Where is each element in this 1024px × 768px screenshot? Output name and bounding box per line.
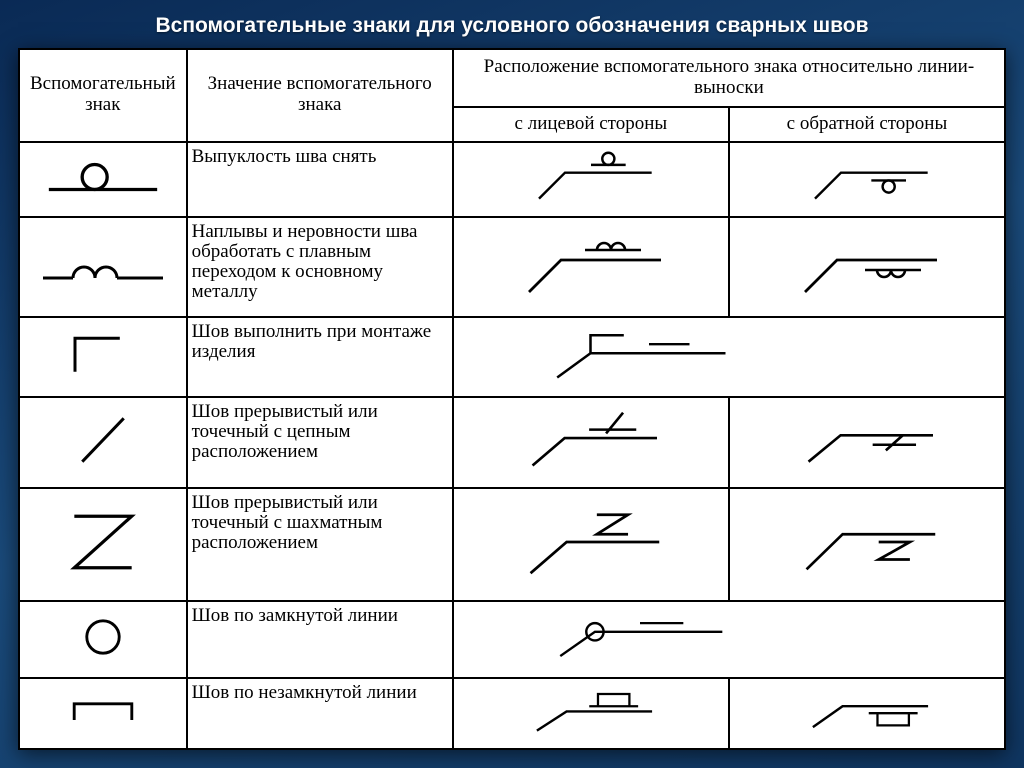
aux-sign-closed (19, 601, 187, 678)
aux-sign-staggered (19, 488, 187, 601)
closed-icon (53, 610, 153, 664)
leader-rev-smooth-icon (787, 230, 947, 300)
leader-face-staggered-icon (511, 503, 671, 581)
loc-face (453, 488, 729, 601)
leader-rev-chain-icon (787, 407, 947, 473)
open-icon (43, 693, 163, 729)
page-title: Вспомогательные знаки для условного обоз… (0, 0, 1024, 48)
site-icon (43, 327, 163, 383)
table-row: Шов по замкнутой линии (19, 601, 1005, 678)
meaning-cell: Наплывы и неровности шва обработать с пл… (187, 217, 453, 318)
header-row-1: Вспомогательный знак Значение вспомогате… (19, 49, 1005, 107)
meaning-cell: Шов по замкнутой линии (187, 601, 453, 678)
loc-reverse (729, 142, 1005, 217)
loc-reverse (729, 317, 1005, 397)
col-header-face: с лицевой стороны (453, 107, 729, 142)
meaning-cell: Выпуклость шва снять (187, 142, 453, 217)
aux-sign-chain (19, 397, 187, 488)
loc-face (453, 317, 729, 397)
loc-reverse (729, 488, 1005, 601)
aux-sign-convexity (19, 142, 187, 217)
col-header-sign: Вспомогательный знак (19, 49, 187, 142)
meaning-cell: Шов прерывистый или точечный с цепным ра… (187, 397, 453, 488)
col-header-reverse: с обратной стороны (729, 107, 1005, 142)
leader-face-open-icon (511, 687, 671, 735)
leader-site-icon (520, 328, 760, 382)
table-row: Наплывы и неровности шва обработать с пл… (19, 217, 1005, 318)
loc-reverse (729, 217, 1005, 318)
chain-icon (53, 407, 153, 473)
meaning-cell: Шов прерывистый или точечный с шахматным… (187, 488, 453, 601)
leader-face-smooth-icon (511, 230, 671, 300)
leader-face-chain-icon (511, 407, 671, 473)
loc-face (453, 397, 729, 488)
meaning-cell: Шов выполнить при монтаже изделия (187, 317, 453, 397)
staggered-icon (43, 499, 163, 585)
smooth-icon (33, 237, 173, 293)
loc-reverse (729, 601, 1005, 678)
loc-face (453, 678, 729, 749)
table-container: Вспомогательный знак Значение вспомогате… (18, 48, 1006, 750)
leader-rev-convexity-icon (787, 151, 947, 203)
leader-rev-staggered-icon (787, 503, 947, 581)
loc-face (453, 601, 729, 678)
leader-rev-open-icon (787, 687, 947, 735)
table-row: Шов прерывистый или точечный с шахматным… (19, 488, 1005, 601)
aux-sign-open (19, 678, 187, 749)
table-row: Шов прерывистый или точечный с цепным ра… (19, 397, 1005, 488)
leader-closed-icon (520, 611, 760, 663)
table-row: Выпуклость шва снять (19, 142, 1005, 217)
col-header-location: Расположение вспомогательного знака отно… (453, 49, 1005, 107)
loc-reverse (729, 678, 1005, 749)
aux-sign-site (19, 317, 187, 397)
table-row: Шов выполнить при монтаже изделия (19, 317, 1005, 397)
aux-sign-smooth (19, 217, 187, 318)
loc-face (453, 217, 729, 318)
meaning-cell: Шов по незамкнутой линии (187, 678, 453, 749)
table-row: Шов по незамкнутой линии (19, 678, 1005, 749)
leader-face-convexity-icon (511, 151, 671, 203)
weld-symbols-table: Вспомогательный знак Значение вспомогате… (18, 48, 1006, 750)
convexity-icon (38, 152, 168, 202)
col-header-meaning: Значение вспомогательного знака (187, 49, 453, 142)
loc-face (453, 142, 729, 217)
loc-reverse (729, 397, 1005, 488)
